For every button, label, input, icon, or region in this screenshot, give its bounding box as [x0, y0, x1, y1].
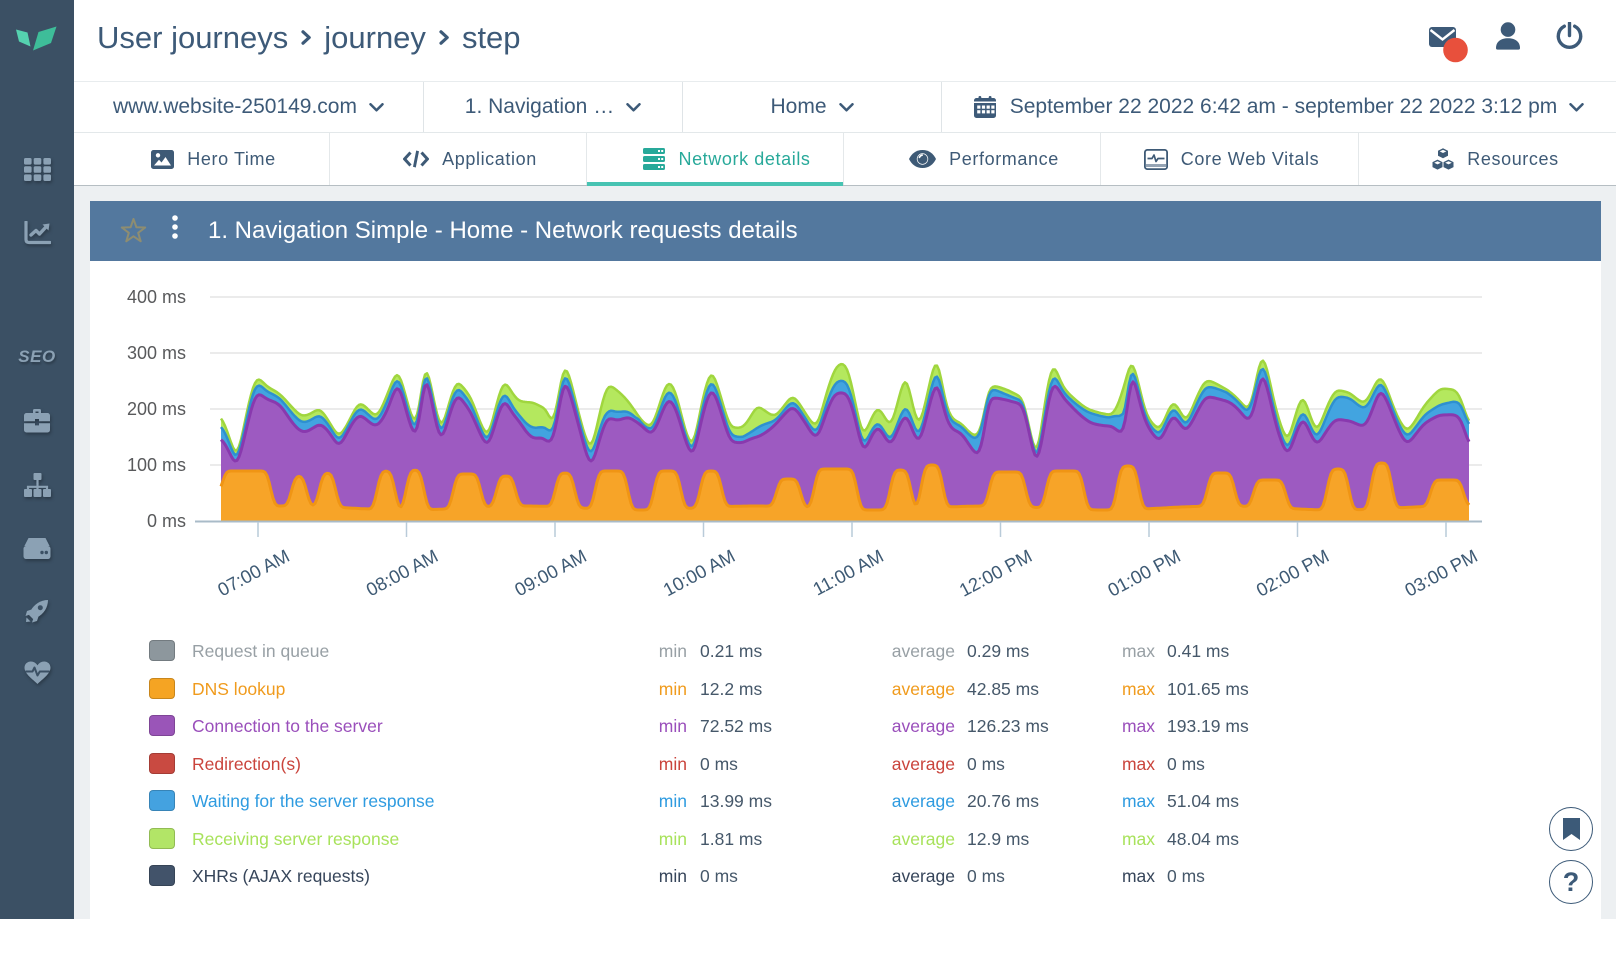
svg-text:300 ms: 300 ms [127, 343, 186, 363]
svg-text:02:00 PM: 02:00 PM [1253, 545, 1333, 601]
svg-text:10:00 AM: 10:00 AM [659, 545, 738, 600]
svg-text:100 ms: 100 ms [127, 455, 186, 475]
svg-text:12:00 PM: 12:00 PM [956, 545, 1036, 601]
svg-text:11:00 AM: 11:00 AM [809, 545, 887, 600]
svg-text:01:00 PM: 01:00 PM [1104, 545, 1184, 601]
svg-text:07:00 AM: 07:00 AM [214, 545, 293, 600]
svg-text:08:00 AM: 08:00 AM [362, 545, 441, 600]
svg-text:03:00 PM: 03:00 PM [1401, 545, 1481, 601]
svg-text:0 ms: 0 ms [147, 511, 186, 531]
svg-text:09:00 AM: 09:00 AM [511, 545, 590, 600]
svg-text:400 ms: 400 ms [127, 287, 186, 307]
svg-text:200 ms: 200 ms [127, 399, 186, 419]
